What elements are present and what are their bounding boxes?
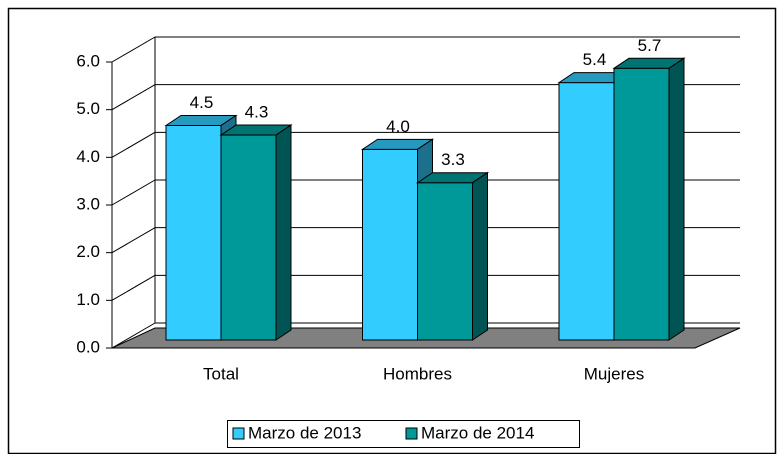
grid-line-side [111,274,156,301]
x-tick-label: Total [203,364,239,383]
bar [415,171,490,341]
y-tick-label: 3.0 [76,194,100,213]
bar-front [558,82,615,341]
bar-front [613,67,670,341]
grid-line-side [111,131,156,158]
bar [612,57,686,341]
value-label: 4.0 [386,117,410,136]
bar-front [220,134,277,341]
legend-swatch [232,427,245,440]
y-tick-label: 2.0 [76,242,100,261]
value-label: 5.7 [638,36,662,55]
grid-line-side [111,84,156,111]
x-tick-label: Mujeres [584,364,644,383]
value-label: 3.3 [441,150,465,169]
legend-swatch [405,427,418,440]
bar [219,124,293,341]
y-tick-label: 6.0 [76,51,100,70]
legend-label: Marzo de 2013 [248,423,361,442]
bar-front [165,125,222,341]
y-tick-label: 0.0 [76,337,100,356]
value-label: 4.5 [190,93,214,112]
legend-box [227,420,580,448]
bar-front [417,182,473,341]
grid-line-side [111,227,156,254]
value-label: 5.4 [583,50,607,69]
grid-line-side [111,322,156,349]
y-tick-label: 1.0 [76,290,100,309]
legend-label: Marzo de 2014 [421,423,534,442]
bar-front [362,148,418,341]
bar-side [275,124,292,341]
bar-side [472,171,488,341]
grid-line-side [111,179,156,206]
x-tick-label: Hombres [383,364,452,383]
bar-side [668,57,685,341]
value-label: 4.3 [245,103,269,122]
grid-line-side [111,36,156,63]
y-tick-label: 5.0 [76,99,100,118]
y-tick-label: 4.0 [76,147,100,166]
